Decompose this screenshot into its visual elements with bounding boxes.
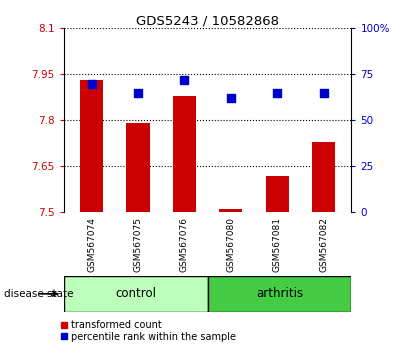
Bar (126, 124, 150, 212)
Text: GSM567080: GSM567080 (226, 217, 235, 273)
Bar (208, 276, 351, 312)
Text: GSM567074: GSM567074 (87, 217, 96, 272)
Bar (266, 176, 289, 212)
Text: GSM567081: GSM567081 (272, 217, 282, 273)
Bar (219, 209, 242, 212)
Bar (312, 142, 335, 212)
Bar (173, 96, 196, 212)
Point (274, 90, 280, 96)
Text: GSM567076: GSM567076 (180, 217, 189, 273)
Point (135, 90, 141, 96)
Text: arthritis: arthritis (256, 287, 303, 300)
Text: disease state: disease state (4, 289, 74, 299)
Point (227, 96, 234, 101)
Text: GSM567075: GSM567075 (134, 217, 143, 273)
Point (320, 90, 327, 96)
Legend: transformed count, percentile rank within the sample: transformed count, percentile rank withi… (60, 320, 236, 342)
Bar (80, 80, 103, 212)
Title: GDS5243 / 10582868: GDS5243 / 10582868 (136, 14, 279, 27)
Point (88, 81, 95, 86)
Point (181, 77, 188, 83)
Bar (64, 276, 208, 312)
Text: GSM567082: GSM567082 (319, 217, 328, 272)
Text: control: control (115, 287, 156, 300)
